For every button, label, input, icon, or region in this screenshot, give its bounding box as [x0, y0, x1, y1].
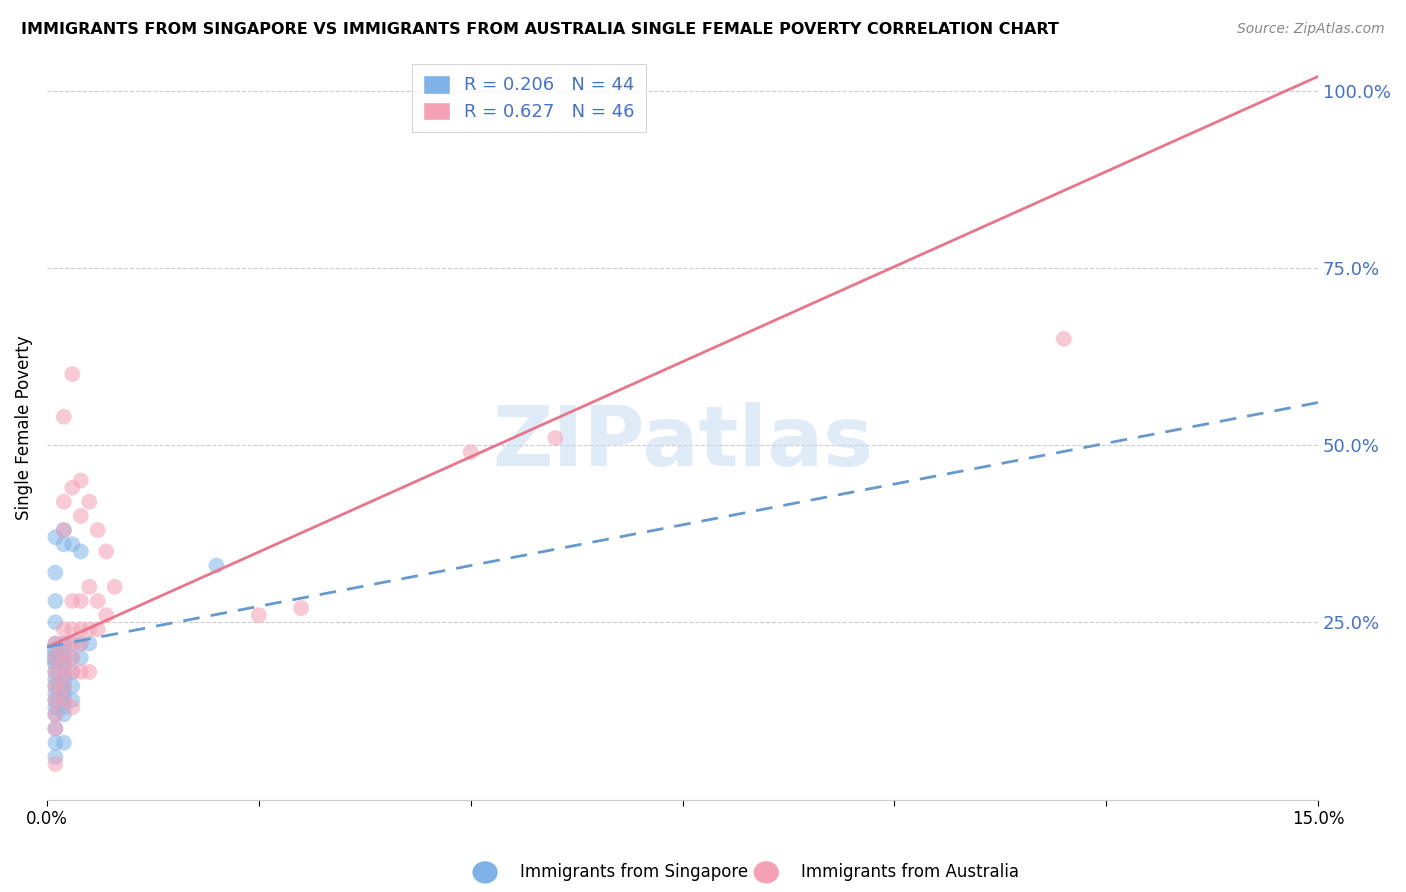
Point — [60, 623, 83, 637]
Point — [77, 495, 100, 509]
Point — [39, 650, 62, 665]
Point — [52, 700, 75, 714]
Point — [52, 736, 75, 750]
Point — [69, 508, 91, 523]
Point — [44, 750, 66, 764]
Point — [1053, 332, 1076, 346]
Point — [44, 679, 66, 693]
Point — [52, 643, 75, 657]
Point — [52, 707, 75, 722]
Point — [52, 665, 75, 679]
Point — [69, 474, 91, 488]
Point — [60, 650, 83, 665]
Point — [60, 650, 83, 665]
Point — [60, 665, 83, 679]
Point — [52, 523, 75, 537]
Text: Source: ZipAtlas.com: Source: ZipAtlas.com — [1237, 22, 1385, 37]
Point — [77, 636, 100, 650]
Point — [104, 580, 127, 594]
Point — [87, 523, 110, 537]
Point — [69, 636, 91, 650]
Point — [52, 650, 75, 665]
Y-axis label: Single Female Poverty: Single Female Poverty — [15, 335, 32, 520]
Point — [60, 693, 83, 707]
Point — [52, 657, 75, 672]
Point — [87, 594, 110, 608]
Point — [69, 623, 91, 637]
Point — [44, 700, 66, 714]
Point — [69, 665, 91, 679]
Point — [77, 580, 100, 594]
Point — [460, 445, 482, 459]
Point — [60, 481, 83, 495]
Point — [52, 679, 75, 693]
Text: IMMIGRANTS FROM SINGAPORE VS IMMIGRANTS FROM AUSTRALIA SINGLE FEMALE POVERTY COR: IMMIGRANTS FROM SINGAPORE VS IMMIGRANTS … — [21, 22, 1059, 37]
Point — [544, 431, 567, 445]
Point — [44, 722, 66, 736]
Point — [52, 636, 75, 650]
Point — [205, 558, 228, 573]
Point — [52, 650, 75, 665]
Point — [60, 636, 83, 650]
Point — [52, 693, 75, 707]
Point — [44, 693, 66, 707]
Point — [52, 665, 75, 679]
Point — [44, 657, 66, 672]
Point — [52, 636, 75, 650]
Point — [44, 693, 66, 707]
Point — [69, 594, 91, 608]
Point — [60, 665, 83, 679]
Point — [52, 409, 75, 424]
Point — [77, 623, 100, 637]
Point — [69, 636, 91, 650]
Point — [52, 623, 75, 637]
Point — [44, 643, 66, 657]
Point — [44, 530, 66, 544]
Point — [44, 665, 66, 679]
Point — [44, 594, 66, 608]
Point — [60, 636, 83, 650]
Point — [52, 537, 75, 551]
Point — [44, 615, 66, 630]
Point — [69, 544, 91, 558]
Point — [44, 636, 66, 650]
Point — [44, 636, 66, 650]
Point — [60, 367, 83, 381]
Point — [44, 665, 66, 679]
Legend: R = 0.206   N = 44, R = 0.627   N = 46: R = 0.206 N = 44, R = 0.627 N = 46 — [412, 64, 645, 132]
Point — [52, 686, 75, 700]
Point — [44, 757, 66, 772]
Point — [60, 537, 83, 551]
Point — [52, 523, 75, 537]
Point — [96, 544, 118, 558]
Point — [60, 594, 83, 608]
Text: ZIPatlas: ZIPatlas — [492, 401, 873, 483]
Point — [77, 665, 100, 679]
Point — [44, 672, 66, 686]
Point — [290, 601, 312, 615]
Point — [44, 650, 66, 665]
Point — [52, 679, 75, 693]
Point — [69, 650, 91, 665]
Point — [44, 707, 66, 722]
Point — [52, 495, 75, 509]
Point — [44, 707, 66, 722]
Point — [247, 608, 270, 623]
Point — [44, 686, 66, 700]
Point — [87, 623, 110, 637]
Point — [44, 722, 66, 736]
Text: Immigrants from Singapore: Immigrants from Singapore — [520, 863, 748, 881]
Point — [60, 679, 83, 693]
Point — [96, 608, 118, 623]
Point — [44, 650, 66, 665]
Point — [52, 672, 75, 686]
Point — [44, 566, 66, 580]
Point — [60, 700, 83, 714]
Point — [44, 679, 66, 693]
Point — [52, 693, 75, 707]
Text: Immigrants from Australia: Immigrants from Australia — [801, 863, 1019, 881]
Point — [44, 736, 66, 750]
